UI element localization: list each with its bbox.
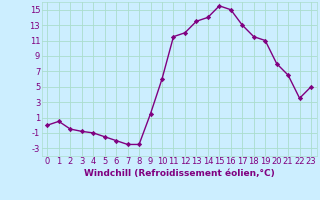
X-axis label: Windchill (Refroidissement éolien,°C): Windchill (Refroidissement éolien,°C) [84,169,275,178]
